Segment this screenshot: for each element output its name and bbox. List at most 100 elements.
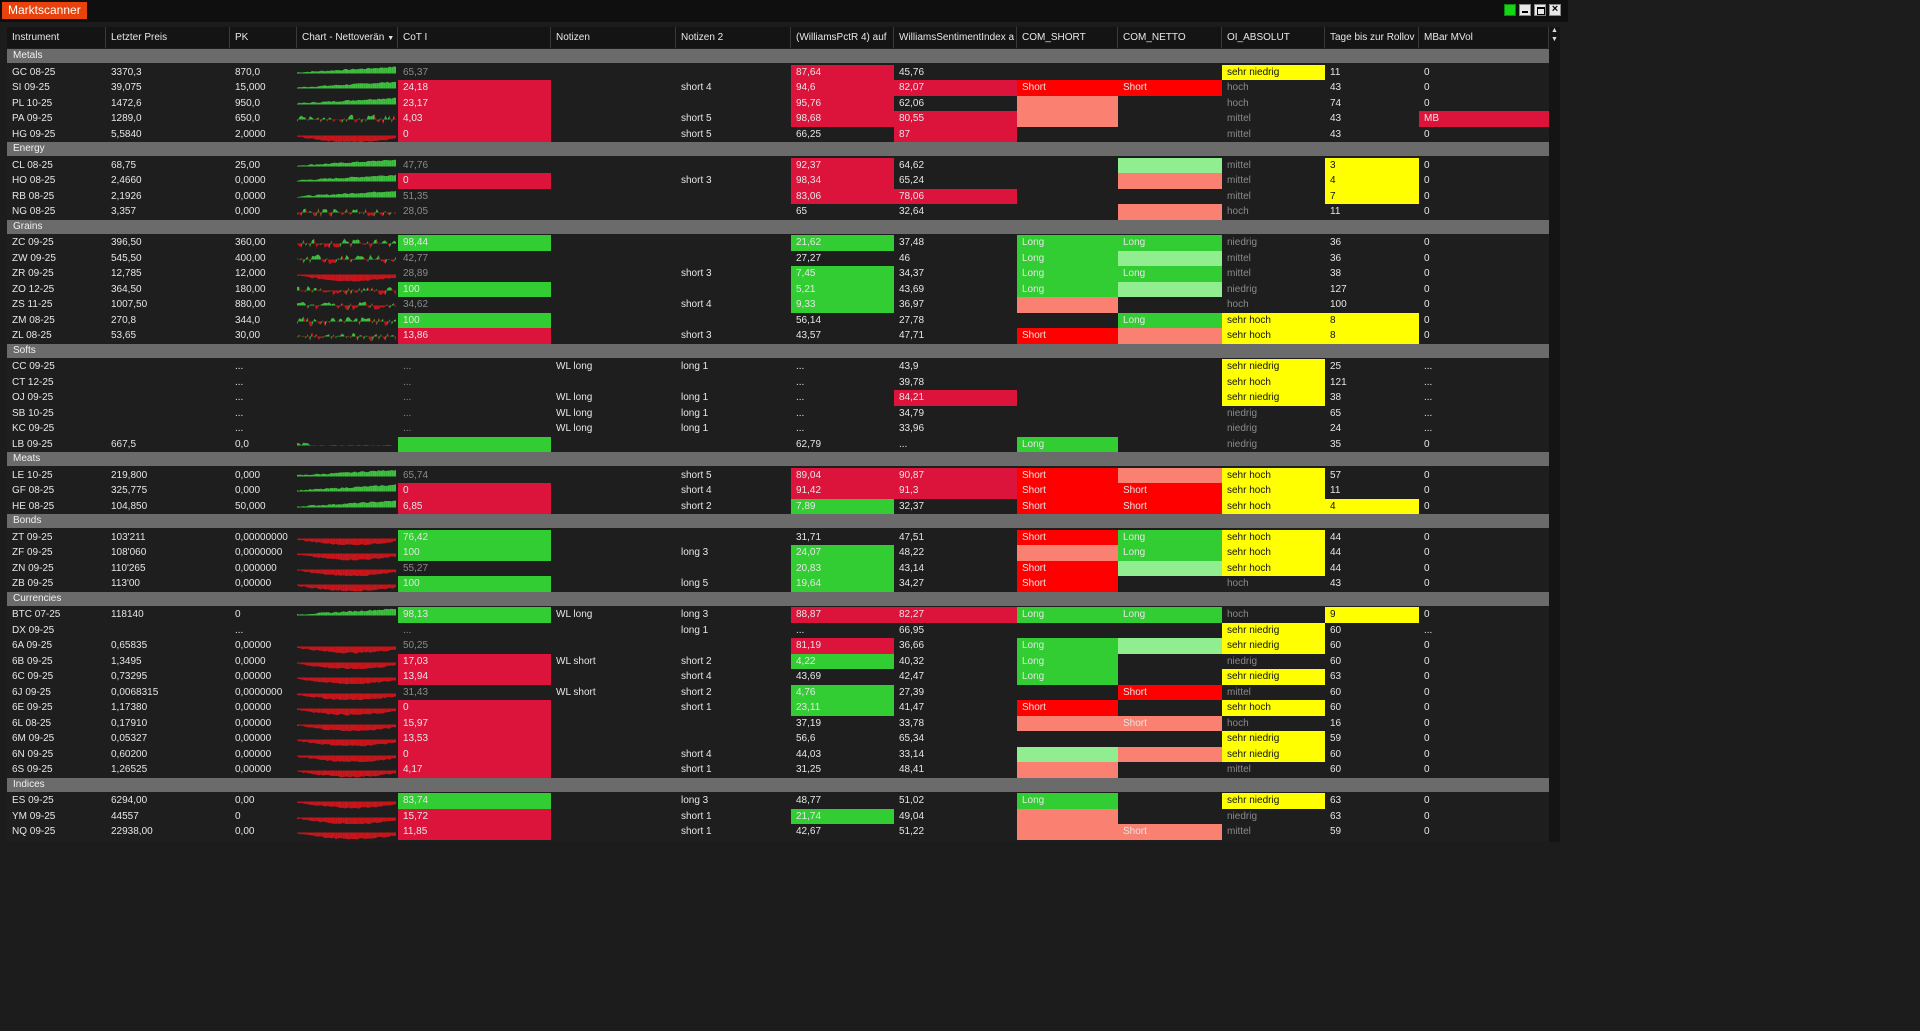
sparkline-segment — [301, 693, 304, 696]
table-row[interactable]: HG 09-25 5,5840 2,0000 0 short 5 66,25 87 mitte… — [7, 126, 1549, 142]
table-row[interactable]: 6C 09-25 0,73295 0,00000 13,94 short 4 43,69 4… — [7, 669, 1549, 685]
column-header[interactable]: OI_ABSOLUT — [1222, 27, 1325, 48]
table-row[interactable]: ZT 09-25 103'211 0,00000000 76,42 31,71 47,51… — [7, 529, 1549, 545]
table-row[interactable]: ZO 12-25 364,50 180,00 100 5,21 43,69 Long nied… — [7, 281, 1549, 297]
column-header[interactable]: COM_SHORT — [1017, 27, 1118, 48]
group-header[interactable]: Metals — [7, 49, 1549, 63]
column-header[interactable]: Chart - Nettoverän ▼ — [297, 27, 398, 48]
sparkline-segment — [359, 135, 362, 142]
table-row[interactable]: BTC 07-25 118140 0 98,13 WL long long 3 88,87 8… — [7, 607, 1549, 623]
minimize-icon[interactable] — [1519, 4, 1531, 16]
table-row[interactable]: HE 08-25 104,850 50,000 6,85 short 2 7,89 32,3… — [7, 498, 1549, 514]
sparkline-segment — [350, 584, 353, 592]
column-header[interactable]: Notizen — [551, 27, 676, 48]
table-row[interactable]: DX 09-25...... long 1... 66,95 sehr niedrig… — [7, 622, 1549, 639]
inst-cell: ES 09-25 — [12, 795, 54, 806]
table-row[interactable]: CT 12-25......... 39,78 sehr hoch 121... — [7, 374, 1549, 390]
table-row[interactable]: ES 09-25 6294,00 0,00 83,74 long 3 48,77 51,02… — [7, 793, 1549, 809]
scroll-up-icon[interactable]: ▲ — [1551, 27, 1558, 34]
column-header[interactable]: Instrument — [7, 27, 106, 48]
table-row[interactable]: OJ 09-25...... WL long long 1... 84,21 sehr … — [7, 390, 1549, 406]
price-cell: 2,4660 — [111, 175, 142, 186]
table-row[interactable]: ZF 09-25 108'060 0,0000000 100 long 3 24,07 48… — [7, 545, 1549, 561]
column-header[interactable]: (WilliamsPctR 4) auf — [791, 27, 894, 48]
sparkline-segment — [301, 257, 304, 263]
table-row[interactable]: KC 09-25...... WL long long 1... 33,96 niedr… — [7, 421, 1549, 437]
sparkline-segment — [359, 677, 362, 684]
table-row[interactable]: 6L 08-25 0,17910 0,00000 15,97 37,19 33,78 Sho… — [7, 715, 1549, 731]
table-row[interactable]: CC 09-25...... WL long long 1... 43,9 sehr n… — [7, 359, 1549, 375]
table-row[interactable]: 6E 09-25 1,17380 0,00000 0 short 1 23,11 41,47… — [7, 700, 1549, 716]
table-row[interactable]: SI 09-25 39,075 15,000 24,18 short 4 94,6 82,0… — [7, 80, 1549, 96]
sparkline-segment — [378, 212, 381, 215]
sparkline-segment — [385, 693, 388, 698]
column-header[interactable]: MBar MVol — [1419, 27, 1549, 48]
column-header[interactable]: WilliamsSentimentIndex a — [894, 27, 1017, 48]
table-row[interactable]: LE 10-25 219,800 0,000 65,74 short 5 89,04 90,… — [7, 467, 1549, 483]
table-row[interactable]: ZC 09-25 396,50 360,00 98,44 21,62 37,48 Long L… — [7, 235, 1549, 251]
table-row[interactable]: 6S 09-25 1,26525 0,00000 4,17 short 1 31,25 48… — [7, 762, 1549, 778]
group-header[interactable]: Meats — [7, 452, 1549, 466]
table-row[interactable]: HO 08-25 2,4660 0,0000 0 short 3 98,34 65,24 mi… — [7, 173, 1549, 189]
sparkline-segment — [370, 553, 373, 560]
table-row[interactable]: ZN 09-25 110'265 0,000000 55,27 20,83 43,14 Sh… — [7, 560, 1549, 577]
table-row[interactable]: 6J 09-25 0,0068315 0,0000000 31,43 WL short s… — [7, 684, 1549, 700]
vertical-scrollbar[interactable]: ▲ ▼ — [1549, 27, 1560, 842]
table-row[interactable]: PL 10-25 1472,6 950,0 23,17 95,76 62,06 hoch 74… — [7, 95, 1549, 111]
cn-cell — [1118, 731, 1222, 747]
table-row[interactable]: YM 09-25 44557 0 15,72 short 1 21,74 49,04 nied… — [7, 808, 1549, 825]
table-row[interactable]: 6M 09-25 0,05327 0,00000 13,53 56,6 65,34 sehr… — [7, 731, 1549, 747]
group-header[interactable]: Energy — [7, 142, 1549, 156]
column-header[interactable]: CoT I — [398, 27, 551, 48]
column-header[interactable]: Letzter Preis — [106, 27, 230, 48]
sparkline-segment — [335, 135, 338, 142]
table-row[interactable]: RB 08-25 2,1926 0,0000 51,35 83,06 78,06 mitte… — [7, 188, 1549, 204]
inst-cell: 6N 09-25 — [12, 748, 54, 760]
sparkline-segment — [350, 319, 353, 322]
sparkline-segment — [344, 677, 347, 685]
scroll-down-icon[interactable]: ▼ — [1551, 36, 1558, 43]
oi-cell: sehr niedrig — [1222, 638, 1325, 654]
tage-cell: 38 — [1330, 392, 1342, 403]
sparkline-segment — [340, 801, 343, 808]
wsi-cell: 42,47 — [899, 671, 925, 682]
sparkline-segment — [312, 693, 315, 698]
column-header[interactable]: Tage bis zur Rollov — [1325, 27, 1419, 48]
n1-cell — [551, 623, 676, 639]
group-header[interactable]: Bonds — [7, 514, 1549, 528]
oi-cell: sehr niedrig — [1222, 622, 1325, 638]
table-row[interactable]: ZS 11-25 1007,50 880,00 34,62 short 4 9,33 36,… — [7, 297, 1549, 313]
table-row[interactable]: LB 09-25 667,5 0,0 62,79... Long niedrig 35 0 — [7, 436, 1549, 452]
table-row[interactable]: CL 08-25 68,75 25,00 47,76 92,37 64,62 mittel 3… — [7, 157, 1549, 173]
table-row[interactable]: GF 08-25 325,775 0,000 0 short 4 91,42 91,3 Sho… — [7, 483, 1549, 499]
table-row[interactable]: ZB 09-25 113'00 0,00000 100 long 5 19,64 34,27… — [7, 576, 1549, 592]
table-row[interactable]: ZW 09-25 545,50 400,00 42,77 27,27 46 Long mitt… — [7, 250, 1549, 266]
table-row[interactable]: SB 10-25...... WL long long 1... 34,79 niedr… — [7, 406, 1549, 422]
window-title[interactable]: Marktscanner — [2, 2, 87, 19]
group-header[interactable]: Grains — [7, 219, 1549, 234]
sparkline-segment — [327, 274, 330, 281]
group-header[interactable]: Indices — [7, 777, 1549, 792]
table-row[interactable]: 6N 09-25 0,60200 0,00000 0 short 4 44,03 33,14… — [7, 746, 1549, 762]
restore-icon[interactable] — [1534, 4, 1546, 16]
group-header[interactable]: Softs — [7, 343, 1549, 358]
table-row[interactable]: GC 08-25 3370,3 870,0 65,37 87,64 45,76 sehr n… — [7, 64, 1549, 80]
column-header[interactable]: Notizen 2 — [676, 27, 791, 48]
link-color-icon[interactable] — [1504, 4, 1516, 16]
table-row[interactable]: NG 08-25 3,357 0,000 28,05 65 32,64 hoch 11 0 — [7, 204, 1549, 220]
wpr-cell: 42,67 — [796, 826, 822, 837]
wsi-cell: 47,51 — [899, 531, 925, 543]
table-row[interactable]: 6A 09-25 0,65835 0,00000 50,25 81,19 36,66 Lon… — [7, 638, 1549, 654]
sparkline-segment — [301, 538, 304, 540]
column-header[interactable]: PK — [230, 27, 297, 48]
column-header[interactable]: COM_NETTO — [1118, 27, 1222, 48]
close-icon[interactable]: × — [1549, 3, 1561, 16]
table-row[interactable]: 6B 09-25 1,3495 0,0000 17,03 WL short short 2… — [7, 653, 1549, 669]
table-row[interactable]: ZL 08-25 53,65 30,00 13,86 short 3 43,57 47,71… — [7, 328, 1549, 344]
sparkline-segment — [340, 135, 343, 142]
group-header[interactable]: Currencies — [7, 591, 1549, 606]
table-row[interactable]: ZR 09-25 12,785 12,000 28,89 short 3 7,45 34,3… — [7, 266, 1549, 282]
table-row[interactable]: ZM 08-25 270,8 344,0 100 56,14 27,78 Long sehr … — [7, 312, 1549, 328]
table-row[interactable]: PA 09-25 1289,0 650,0 4,03 short 5 98,68 80,55… — [7, 111, 1549, 127]
table-row[interactable]: NQ 09-25 22938,00 0,00 11,85 short 1 42,67 51,… — [7, 824, 1549, 840]
